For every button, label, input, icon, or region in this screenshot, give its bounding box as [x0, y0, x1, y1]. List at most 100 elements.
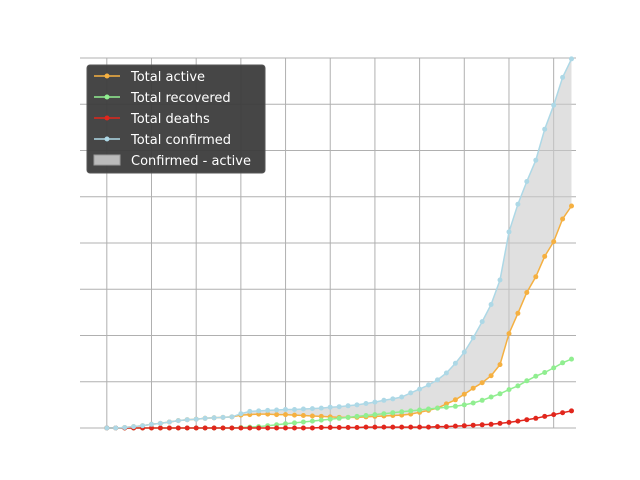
- data-point-deaths: [202, 425, 208, 431]
- data-point-confirmed: [399, 394, 405, 400]
- data-point-deaths: [452, 423, 458, 429]
- legend-label-recovered: Total recovered: [130, 91, 231, 106]
- legend-marker-active: [104, 73, 110, 79]
- data-point-recovered: [533, 373, 539, 379]
- data-point-confirmed: [497, 277, 503, 283]
- data-point-deaths: [318, 425, 324, 430]
- data-point-recovered: [524, 378, 530, 384]
- data-point-deaths: [363, 424, 369, 430]
- data-point-active: [515, 310, 521, 316]
- data-point-recovered: [345, 414, 351, 420]
- data-point-confirmed: [551, 102, 557, 108]
- data-point-confirmed: [390, 396, 396, 402]
- data-point-confirmed: [202, 415, 208, 421]
- legend-label-fill: Confirmed - active: [131, 154, 251, 169]
- data-point-confirmed: [193, 416, 199, 422]
- legend-swatch-fill: [93, 154, 121, 166]
- data-point-confirmed: [318, 405, 324, 411]
- data-point-confirmed: [533, 157, 539, 163]
- legend-box: [86, 64, 266, 174]
- data-point-recovered: [300, 419, 306, 425]
- data-point-confirmed: [381, 397, 387, 403]
- data-point-confirmed: [220, 414, 226, 420]
- legend-label-deaths: Total deaths: [130, 112, 210, 127]
- legend-label-confirmed: Total confirmed: [130, 133, 231, 148]
- data-point-deaths: [274, 425, 280, 431]
- data-point-deaths: [309, 425, 315, 431]
- data-point-deaths: [551, 412, 557, 418]
- data-point-deaths: [265, 425, 271, 431]
- data-point-confirmed: [524, 179, 530, 184]
- data-point-deaths: [166, 425, 172, 431]
- data-point-active: [283, 412, 288, 418]
- data-point-recovered: [399, 409, 405, 415]
- data-point-deaths: [336, 425, 342, 430]
- data-point-active: [461, 391, 467, 397]
- data-point-active: [479, 380, 485, 386]
- data-point-confirmed: [283, 407, 288, 412]
- data-point-recovered: [488, 394, 494, 400]
- data-point-confirmed: [417, 386, 423, 392]
- data-point-recovered: [318, 417, 324, 423]
- data-point-active: [524, 290, 530, 295]
- data-point-confirmed: [506, 229, 512, 235]
- data-point-deaths: [426, 424, 431, 430]
- data-point-confirmed: [327, 404, 333, 410]
- data-point-active: [300, 413, 306, 418]
- data-point-recovered: [390, 410, 396, 416]
- legend-marker-deaths: [104, 115, 110, 121]
- data-point-confirmed: [363, 401, 369, 406]
- data-point-recovered: [363, 413, 369, 418]
- data-point-confirmed: [122, 425, 128, 430]
- data-point-deaths: [515, 418, 521, 424]
- data-point-deaths: [354, 425, 360, 430]
- data-point-confirmed: [157, 420, 163, 426]
- data-point-active: [452, 397, 458, 403]
- data-point-deaths: [238, 425, 244, 431]
- data-point-recovered: [381, 411, 387, 417]
- data-point-recovered: [327, 416, 333, 422]
- data-point-confirmed: [408, 390, 414, 396]
- legend-label-active: Total active: [130, 70, 205, 85]
- data-point-confirmed: [265, 407, 271, 413]
- data-point-confirmed: [443, 370, 449, 376]
- data-point-deaths: [506, 419, 512, 425]
- data-point-deaths: [569, 408, 574, 414]
- data-point-confirmed: [426, 382, 431, 388]
- data-point-confirmed: [309, 406, 315, 412]
- data-point-confirmed: [274, 407, 280, 413]
- data-point-deaths: [193, 425, 199, 431]
- data-point-recovered: [452, 403, 458, 409]
- data-point-active: [309, 413, 315, 419]
- data-point-deaths: [292, 425, 297, 431]
- data-point-confirmed: [461, 349, 467, 355]
- data-point-active: [551, 239, 557, 245]
- data-point-recovered: [515, 383, 521, 389]
- data-point-active: [265, 411, 271, 417]
- data-point-confirmed: [542, 126, 548, 132]
- data-point-recovered: [408, 408, 414, 414]
- data-point-deaths: [300, 425, 306, 431]
- data-point-recovered: [443, 404, 449, 410]
- data-point-confirmed: [488, 302, 494, 307]
- data-point-active: [542, 253, 548, 259]
- data-point-confirmed: [104, 425, 110, 431]
- data-point-confirmed: [452, 360, 458, 366]
- data-point-active: [569, 203, 574, 209]
- data-point-deaths: [488, 421, 494, 427]
- data-point-deaths: [560, 410, 566, 416]
- data-point-deaths: [399, 424, 405, 430]
- data-point-deaths: [157, 425, 163, 431]
- data-point-confirmed: [569, 56, 574, 62]
- data-point-active: [488, 373, 494, 379]
- legend: Total active Total recovered Total death…: [86, 64, 266, 174]
- data-point-recovered: [426, 406, 431, 412]
- data-point-recovered: [461, 402, 467, 408]
- data-point-confirmed: [470, 335, 476, 341]
- data-point-confirmed: [345, 403, 351, 409]
- data-point-deaths: [417, 424, 423, 430]
- data-point-confirmed: [435, 377, 440, 383]
- data-point-confirmed: [560, 74, 566, 80]
- data-point-active: [533, 274, 539, 280]
